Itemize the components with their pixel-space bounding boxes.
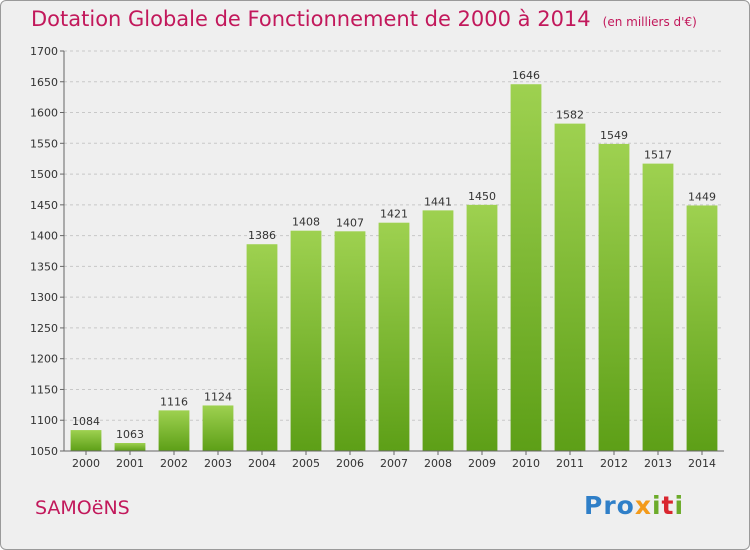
bar-2013 [642, 163, 674, 451]
x-tick-label: 2009 [468, 457, 496, 470]
y-tick-label: 1450 [30, 199, 58, 212]
x-tick-label: 2001 [116, 457, 144, 470]
data-label: 1408 [292, 216, 320, 229]
x-tick-label: 2012 [600, 457, 628, 470]
y-tick-label: 1150 [30, 383, 58, 396]
data-label: 1407 [336, 216, 364, 229]
x-tick-label: 2006 [336, 457, 364, 470]
x-tick-label: 2008 [424, 457, 452, 470]
y-tick-label: 1100 [30, 414, 58, 427]
bar-2005 [290, 230, 322, 451]
bar-2007 [378, 222, 410, 451]
y-tick-label: 1300 [30, 291, 58, 304]
data-label: 1549 [600, 129, 628, 142]
data-label: 1124 [204, 390, 232, 403]
x-tick-label: 2004 [248, 457, 276, 470]
y-tick-label: 1050 [30, 445, 58, 458]
y-tick-label: 1650 [30, 76, 58, 89]
y-tick-label: 1400 [30, 230, 58, 243]
data-label: 1582 [556, 109, 584, 122]
data-label: 1116 [160, 395, 188, 408]
x-tick-label: 2007 [380, 457, 408, 470]
data-label: 1063 [116, 428, 144, 441]
bars: 1084 1063 1116 1124 1386 1408 1407 1421 1441 1450… [70, 69, 718, 451]
x-tick-label: 2002 [160, 457, 188, 470]
bar-2011 [554, 123, 586, 451]
data-label: 1084 [72, 415, 100, 428]
bar-2000 [70, 430, 102, 451]
data-label: 1450 [468, 190, 496, 203]
chart-title: Dotation Globale de Fonctionnement de 20… [31, 7, 697, 31]
bar-2003 [202, 405, 234, 451]
y-tick-label: 1550 [30, 137, 58, 150]
data-label: 1441 [424, 195, 452, 208]
data-label: 1646 [512, 69, 540, 82]
x-tick-label: 2010 [512, 457, 540, 470]
y-tick-label: 1250 [30, 322, 58, 335]
town-name: SAMOëNS [35, 497, 130, 519]
bar-2009 [466, 204, 498, 451]
bar-2014 [686, 205, 718, 451]
x-tick-label: 2011 [556, 457, 584, 470]
x-tick-label: 2000 [72, 457, 100, 470]
bar-2008 [422, 210, 454, 451]
bar-2006 [334, 231, 366, 451]
data-label: 1517 [644, 149, 672, 162]
x-tick-label: 2005 [292, 457, 320, 470]
y-tick-label: 1700 [30, 45, 58, 58]
bar-2001 [114, 443, 146, 451]
y-tick-label: 1500 [30, 168, 58, 181]
y-tick-label: 1200 [30, 353, 58, 366]
x-tick-label: 2003 [204, 457, 232, 470]
axes: 1050 1100 1150 1200 1250 1300 1350 1400 1450 1500… [30, 45, 724, 470]
proxiti-logo: Proxiti [584, 491, 685, 520]
bar-2004 [246, 244, 278, 451]
y-tick-label: 1350 [30, 260, 58, 273]
bar-2012 [598, 143, 630, 451]
bar-2010 [510, 84, 542, 451]
chart-subtitle: (en milliers d'€) [602, 15, 697, 29]
y-tick-label: 1600 [30, 107, 58, 120]
data-label: 1449 [688, 190, 716, 203]
data-label: 1421 [380, 208, 408, 221]
data-label: 1386 [248, 229, 276, 242]
x-tick-label: 2014 [688, 457, 716, 470]
bar-2002 [158, 410, 190, 451]
x-tick-label: 2013 [644, 457, 672, 470]
